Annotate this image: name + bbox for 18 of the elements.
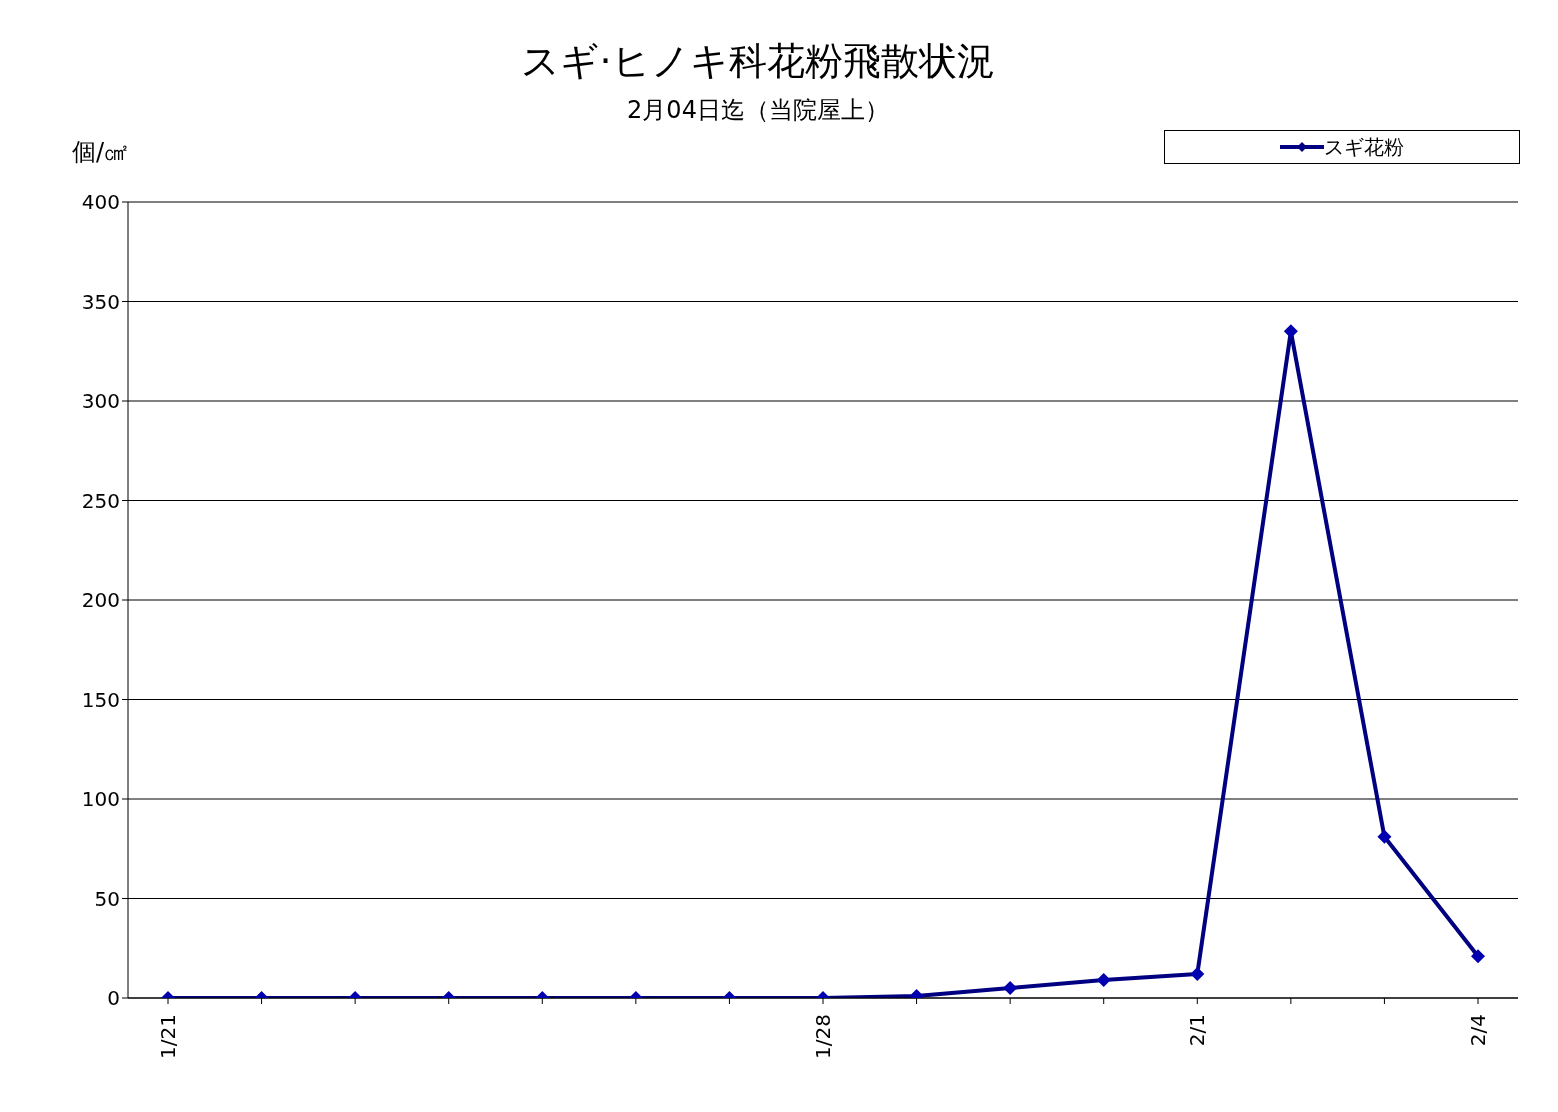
x-tick-label: 1/28 <box>811 1014 835 1059</box>
legend-label: スギ花粉 <box>1323 133 1404 161</box>
y-tick-label: 50 <box>94 886 120 911</box>
chart-subtitle: 2月04日迄（当院屋上） <box>626 95 890 126</box>
y-tick-label: 150 <box>81 687 120 712</box>
y-tick-label: 400 <box>81 190 120 215</box>
y-tick-label: 100 <box>81 787 120 812</box>
y-axis-title: 個/㎠ <box>72 137 129 168</box>
y-tick-label: 250 <box>81 488 120 513</box>
y-tick-label: 200 <box>81 588 120 613</box>
x-tick-label: 1/21 <box>156 1014 180 1059</box>
x-tick-label: 2/4 <box>1466 1014 1490 1047</box>
y-tick-label: 350 <box>81 289 120 314</box>
x-tick-label: 2/1 <box>1185 1014 1210 1047</box>
y-tick-label: 0 <box>107 986 120 1011</box>
point <box>1283 324 1298 339</box>
y-tick-label: 300 <box>81 389 120 414</box>
chart-title: スギ·ヒノキ科花粉飛散状況 <box>520 38 996 85</box>
